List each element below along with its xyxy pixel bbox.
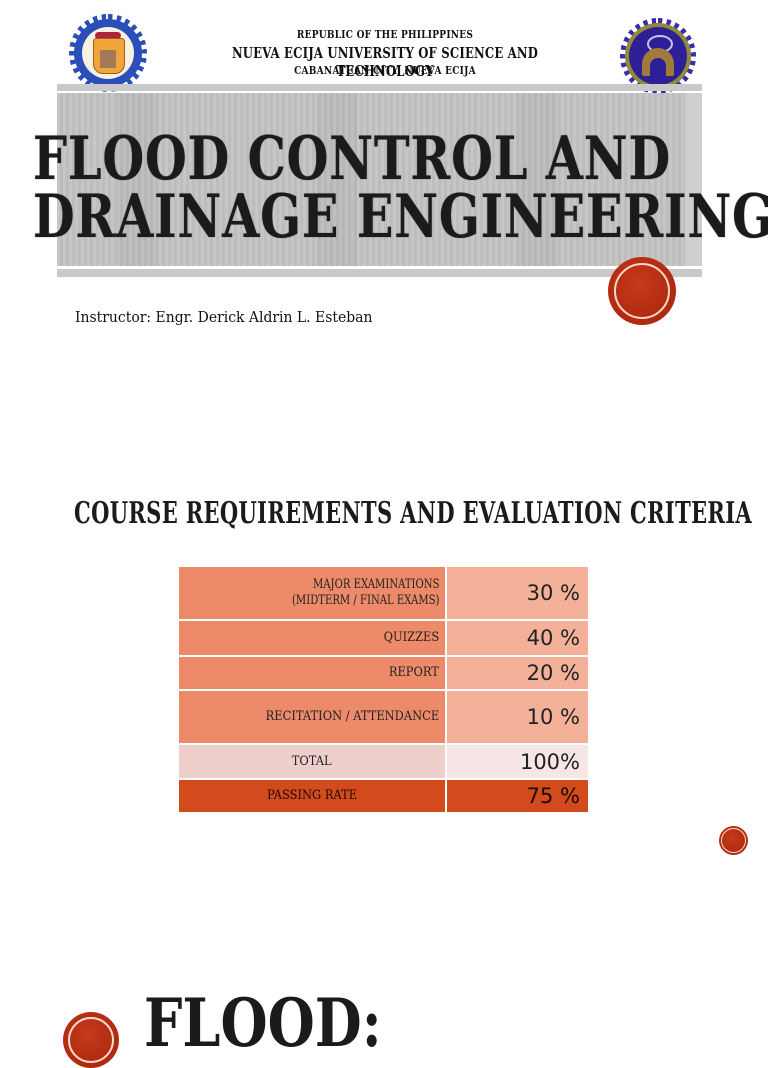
band-strip: [684, 93, 702, 266]
circle-ring: [614, 263, 670, 319]
slide-title-line1: FLOOD CONTROL AND: [33, 124, 671, 194]
criteria-label-text: RECITATION / ATTENDANCE: [265, 709, 439, 724]
decorative-circle-icon: [63, 1012, 119, 1068]
decorative-circle-icon: [608, 257, 676, 325]
criteria-value: 40 %: [445, 619, 590, 657]
criteria-label: QUIZZES: [177, 619, 447, 657]
table-row: RECITATION / ATTENDANCE 10 %: [177, 689, 590, 745]
total-label: TOTAL: [177, 743, 447, 780]
header-republic: REPUBLIC OF THE PHILIPPINES: [296, 28, 474, 41]
table-row-passing: PASSING RATE 75 %: [177, 778, 590, 814]
criteria-label-line1: MAJOR EXAMINATIONS: [312, 577, 439, 592]
criteria-label: REPORT: [177, 655, 447, 691]
table-row: QUIZZES 40 %: [177, 619, 590, 657]
seal-tower: [100, 50, 116, 68]
slide-title-line2: DRAINAGE ENGINEERING: [33, 182, 768, 252]
seal-shield: [93, 38, 125, 74]
table-row: REPORT 20 %: [177, 655, 590, 691]
criteria-label-text: QUIZZES: [383, 630, 439, 645]
total-value: 100%: [445, 743, 590, 780]
criteria-value: 30 %: [445, 565, 590, 621]
seal-roof: [95, 32, 121, 39]
title-band-panel: [57, 93, 702, 266]
evaluation-table: MAJOR EXAMINATIONS (MIDTERM / FINAL EXAM…: [177, 565, 590, 814]
criteria-value: 10 %: [445, 689, 590, 745]
passing-label: PASSING RATE: [177, 778, 447, 814]
next-slide-title: FLOOD:: [144, 984, 382, 1062]
passing-label-text: PASSING RATE: [267, 788, 357, 803]
engineering-college-seal-icon: [620, 18, 696, 94]
instructor-name: Instructor: Engr. Derick Aldrin L. Esteb…: [75, 308, 373, 326]
seal-arch-inner: [650, 58, 666, 76]
section-title: COURSE REQUIREMENTS AND EVALUATION CRITE…: [74, 496, 753, 531]
header-university: NUEVA ECIJA UNIVERSITY OF SCIENCE AND TE…: [231, 44, 539, 80]
decorative-circle-icon: [719, 826, 748, 855]
table-row-total: TOTAL 100%: [177, 743, 590, 780]
circle-ring: [721, 828, 746, 853]
passing-value: 75 %: [445, 778, 590, 814]
header-city: CABANATUAN CITY, NUEVA ECIJA: [294, 64, 476, 77]
total-label-text: TOTAL: [292, 753, 332, 769]
criteria-label-line2: (MIDTERM / FINAL EXAMS): [291, 593, 439, 608]
title-band-top: [57, 84, 702, 91]
criteria-label: RECITATION / ATTENDANCE: [177, 689, 447, 745]
title-band-bottom: [57, 269, 702, 277]
criteria-label: MAJOR EXAMINATIONS (MIDTERM / FINAL EXAM…: [177, 565, 447, 621]
criteria-label-text: REPORT: [388, 665, 439, 680]
university-seal-icon: [69, 14, 147, 92]
slide-title: FLOOD CONTROL AND DRAINAGE ENGINEERING: [33, 124, 768, 252]
table-row: MAJOR EXAMINATIONS (MIDTERM / FINAL EXAM…: [177, 565, 590, 621]
criteria-value: 20 %: [445, 655, 590, 691]
